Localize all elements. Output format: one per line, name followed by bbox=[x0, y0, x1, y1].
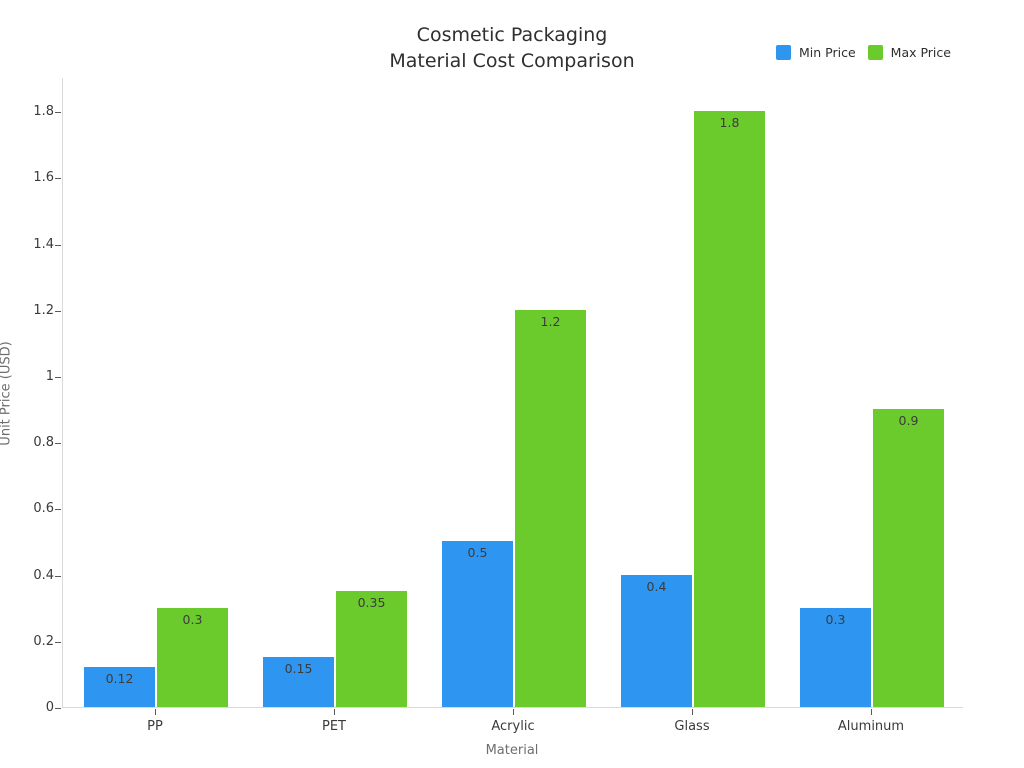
x-tick-label: PET bbox=[322, 719, 346, 734]
x-tick-mark bbox=[871, 709, 872, 715]
x-tick-mark bbox=[692, 709, 693, 715]
x-axis-title: Material bbox=[485, 743, 539, 758]
y-tick-mark bbox=[55, 244, 61, 246]
y-tick-label: 1 bbox=[45, 368, 54, 384]
bar-min-price-pet: 0.15 bbox=[263, 657, 334, 707]
bar-min-price-pp: 0.12 bbox=[84, 667, 155, 707]
min-price-swatch-icon bbox=[776, 45, 791, 60]
x-tick-mark bbox=[155, 709, 156, 715]
bar-value-label: 1.8 bbox=[719, 115, 740, 130]
y-tick-label: 1.4 bbox=[33, 236, 54, 252]
x-tick-label: PP bbox=[147, 719, 163, 734]
x-tick-label: Aluminum bbox=[837, 719, 905, 734]
legend: Min Price Max Price bbox=[776, 45, 951, 60]
chart-title-line-1: Cosmetic Packaging bbox=[416, 24, 608, 46]
y-tick-mark bbox=[55, 575, 61, 577]
y-tick-label: 1.6 bbox=[33, 170, 54, 186]
bar-value-label: 0.12 bbox=[105, 671, 134, 686]
y-tick-label: 1.8 bbox=[33, 104, 54, 120]
bar-value-label: 0.3 bbox=[182, 612, 203, 627]
y-tick-mark bbox=[55, 708, 61, 709]
bar-min-price-glass: 0.4 bbox=[621, 575, 692, 707]
chart-title: Cosmetic Packaging Material Cost Compari… bbox=[0, 22, 1024, 74]
y-tick-mark bbox=[55, 310, 61, 312]
y-tick-label: 0.6 bbox=[33, 501, 54, 517]
legend-item-max-price: Max Price bbox=[867, 45, 951, 60]
bar-max-price-pp: 0.3 bbox=[157, 608, 228, 707]
y-tick-mark bbox=[55, 443, 61, 445]
legend-item-min-price: Min Price bbox=[776, 45, 856, 60]
y-tick-mark bbox=[55, 376, 61, 378]
bar-value-label: 0.4 bbox=[646, 579, 667, 594]
legend-label-min-price: Min Price bbox=[799, 45, 856, 60]
x-tick-label: Glass bbox=[674, 719, 710, 734]
y-tick-mark bbox=[55, 112, 61, 114]
bar-max-price-pet: 0.35 bbox=[336, 591, 407, 707]
bar-value-label: 0.3 bbox=[825, 612, 846, 627]
legend-label-max-price: Max Price bbox=[890, 45, 951, 60]
plot-area: 0.12 0.15 0.5 0.4 0.3 0.3 0.35 1.2 1.8 0.9 bbox=[62, 78, 963, 708]
bar-value-label: 1.2 bbox=[540, 314, 561, 329]
y-tick-label: 0.8 bbox=[33, 435, 54, 451]
chart-title-line-2: Material Cost Comparison bbox=[389, 50, 635, 72]
bar-value-label: 0.15 bbox=[284, 661, 313, 676]
y-tick-label: 1.2 bbox=[33, 302, 54, 318]
bar-max-price-glass: 1.8 bbox=[694, 111, 765, 707]
x-tick-mark bbox=[334, 709, 335, 715]
y-tick-mark bbox=[55, 509, 61, 511]
bar-min-price-aluminum: 0.3 bbox=[800, 608, 871, 707]
y-tick-mark bbox=[55, 641, 61, 643]
y-tick-label: 0.2 bbox=[33, 633, 54, 649]
x-tick-mark bbox=[513, 709, 514, 715]
y-tick-mark bbox=[55, 178, 61, 180]
x-tick-label: Acrylic bbox=[491, 719, 535, 734]
bar-value-label: 0.35 bbox=[357, 595, 386, 610]
y-tick-label: 0.4 bbox=[33, 567, 54, 583]
bar-max-price-aluminum: 0.9 bbox=[873, 409, 944, 707]
y-tick-label: 0 bbox=[45, 700, 54, 715]
bar-value-label: 0.5 bbox=[467, 545, 488, 560]
bar-value-label: 0.9 bbox=[898, 413, 919, 428]
max-price-swatch-icon bbox=[867, 45, 883, 60]
bar-max-price-acrylic: 1.2 bbox=[515, 310, 586, 707]
bar-min-price-acrylic: 0.5 bbox=[442, 541, 513, 707]
